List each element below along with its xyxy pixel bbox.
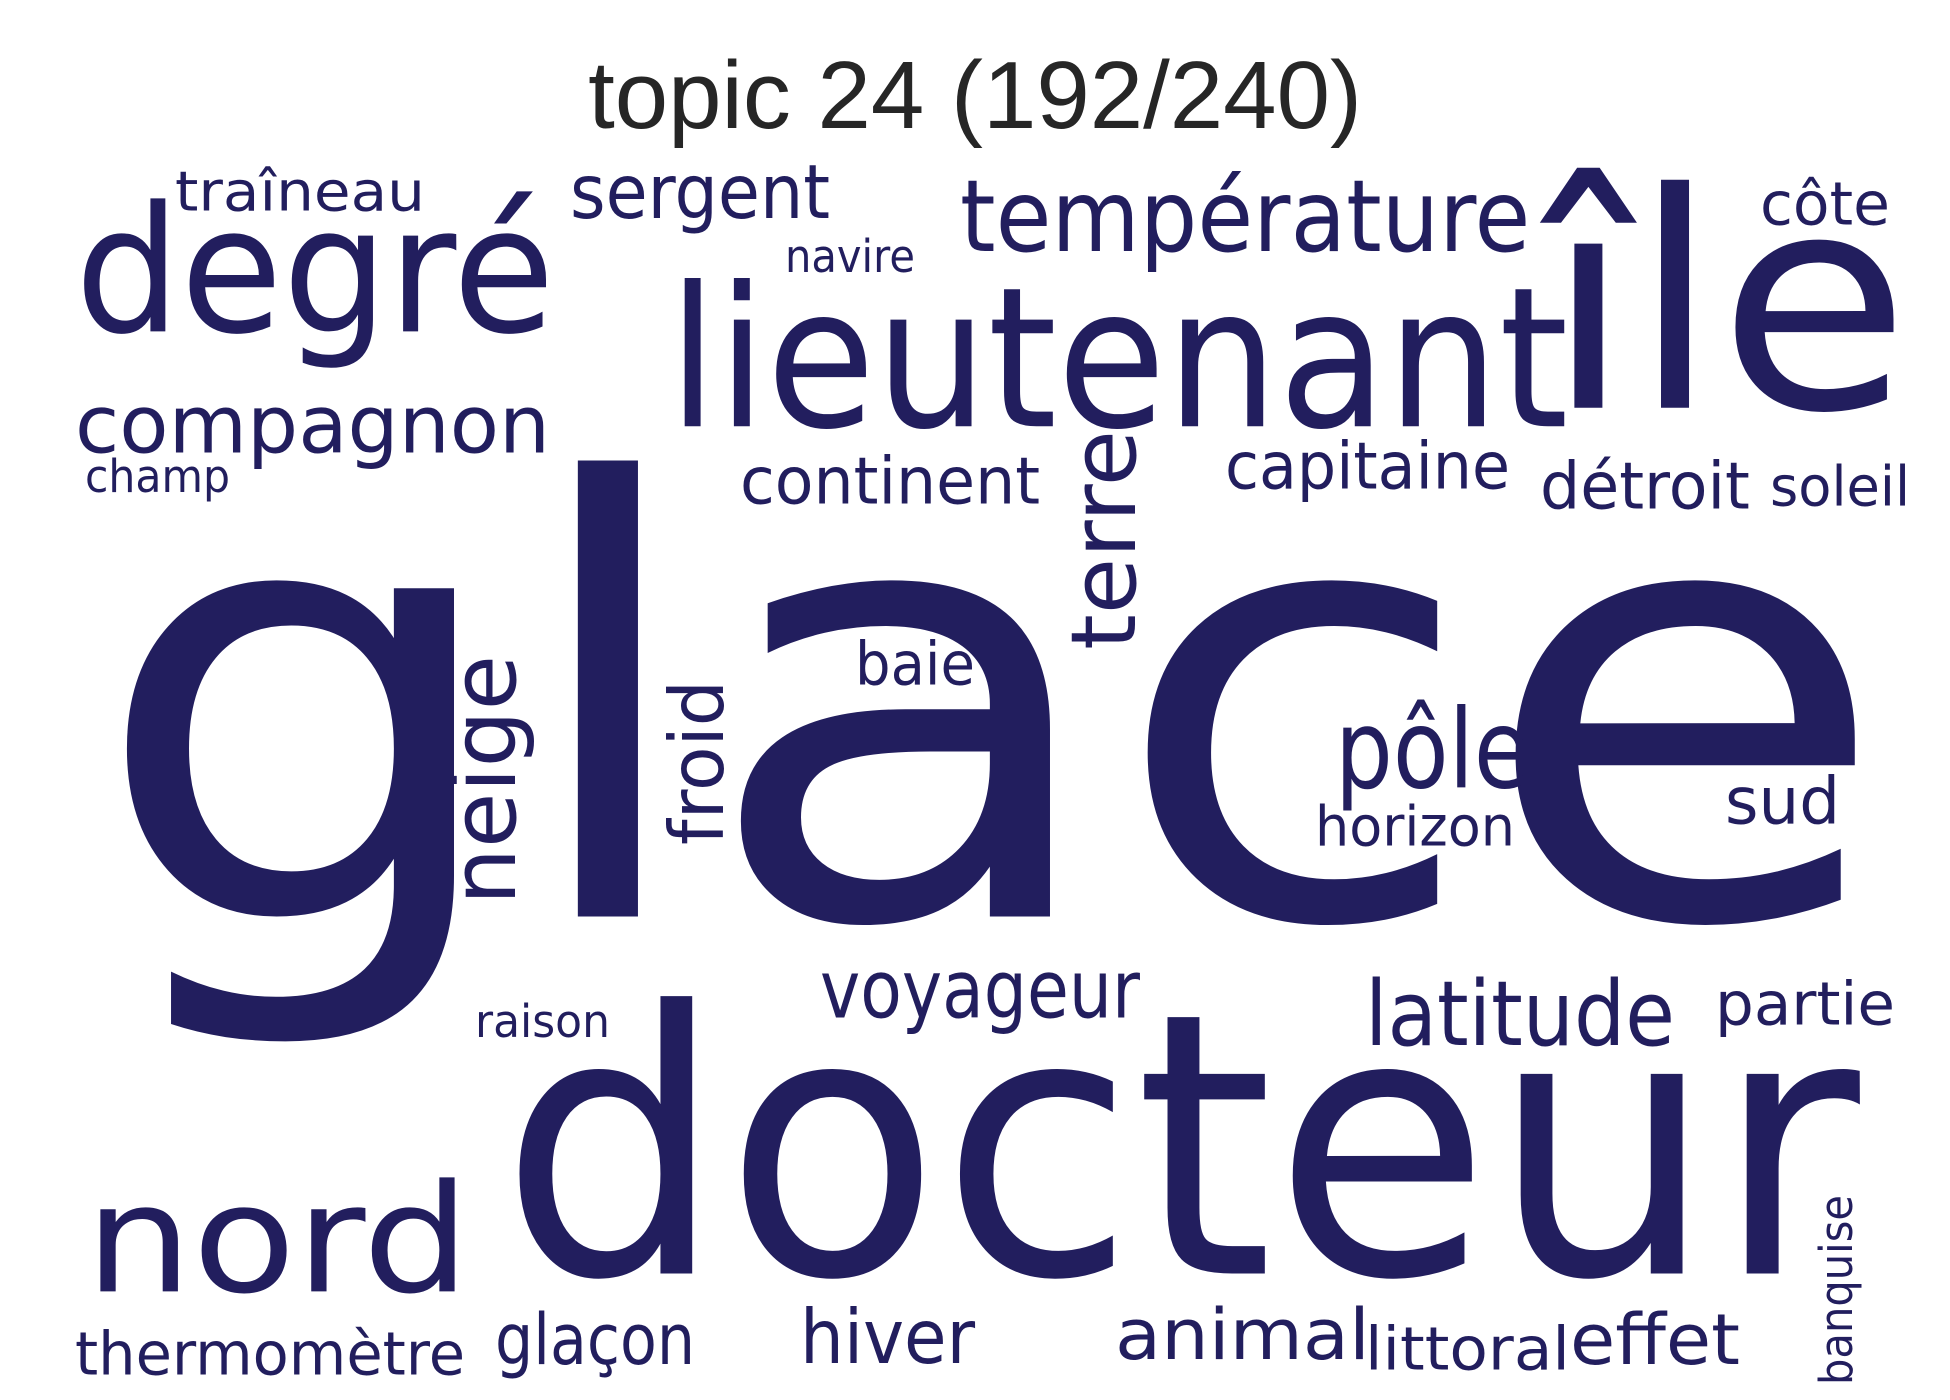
word-cloud-word: température [960,159,1531,276]
word-cloud-word: docteur [500,934,1860,1360]
word-cloud-word: partie [1715,969,1896,1040]
word-cloud-word: capitaine [1225,428,1511,505]
word-cloud-word: effet [1570,1298,1741,1381]
word-cloud-word: thermomètre [75,1319,466,1390]
word-cloud-word: nord [85,1152,470,1328]
word-cloud-word: île [1545,129,1911,480]
word-cloud-word: détroit [1540,448,1750,525]
word-cloud-word: froid [653,680,742,845]
word-cloud-word: baie [855,629,975,700]
word-cloud-word: terre [1052,429,1157,650]
word-cloud-word: compagnon [75,377,551,472]
word-cloud-word: banquise [1810,1194,1864,1385]
word-cloud-word: continent [740,443,1041,520]
word-cloud-word: horizon [1315,795,1515,859]
word-cloud-word: soleil [1770,455,1911,519]
word-cloud-word: glaçon [495,1298,696,1381]
word-cloud-word: raison [475,995,610,1049]
word-cloud-word: navire [785,230,915,284]
word-cloud-word: latitude [1365,962,1675,1067]
word-cloud-word: lieutenant [668,245,1569,473]
word-cloud-word: neige [432,654,537,905]
word-cloud-word: champ [85,450,230,504]
word-cloud-word: traîneau [175,160,425,224]
word-cloud-word: degré [75,170,555,374]
word-cloud-word: hiver [800,1293,976,1382]
cloud-title: topic 24 (192/240) [588,42,1362,149]
word-cloud-word: animal [1115,1293,1370,1376]
word-cloud-word: sergent [570,148,831,237]
word-cloud-word: glace [90,360,1891,1059]
word-cloud-word: sud [1725,763,1841,840]
word-cloud-word: littoral [1365,1314,1570,1385]
word-cloud-word: voyageur [820,942,1140,1037]
word-cloud-word: côte [1760,169,1890,240]
word-cloud-word: pôle [1335,685,1530,814]
